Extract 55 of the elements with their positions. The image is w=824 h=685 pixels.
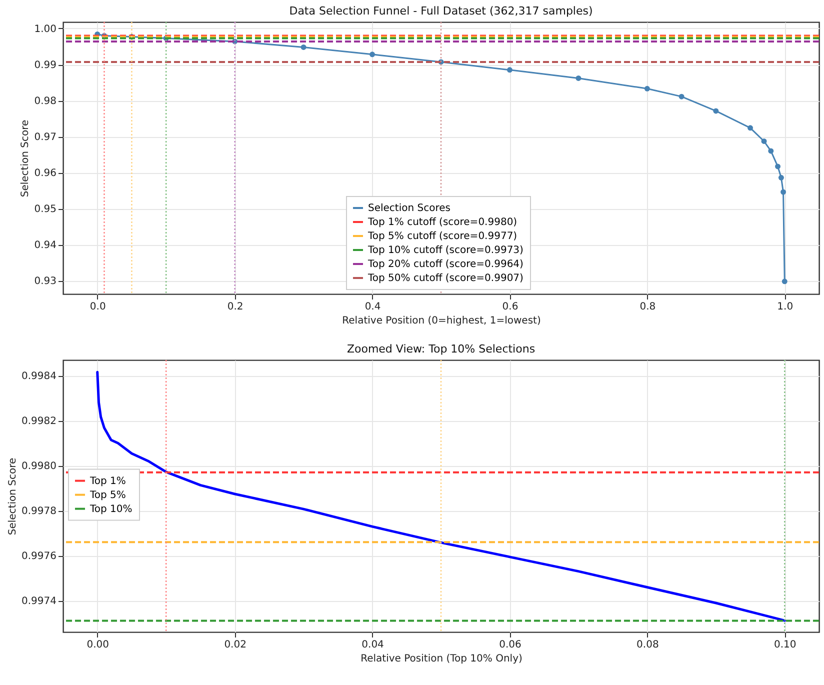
chart-title: Zoomed View: Top 10% Selections — [346, 342, 536, 356]
legend-label: Top 20% cutoff (score=0.9964) — [367, 259, 524, 270]
point — [748, 125, 754, 131]
ref-line-label: Top 1% — [89, 476, 126, 487]
x-tick-label: 0.4 — [364, 302, 381, 312]
legend-label: Selection Scores — [368, 203, 450, 214]
point — [768, 148, 774, 154]
x-tick-label: 0.04 — [362, 640, 384, 650]
x-axis-title: Relative Position (Top 10% Only) — [360, 654, 522, 664]
x-tick-label: 0.06 — [499, 640, 522, 650]
point — [713, 108, 719, 114]
x-tick-label: 0.2 — [227, 302, 244, 312]
y-tick-label: 0.9974 — [22, 596, 56, 608]
x-tick-label: 0.02 — [224, 640, 246, 650]
legend-label: Top 50% cutoff (score=0.9907) — [367, 273, 524, 284]
legend-label: Top 5% — [89, 490, 126, 501]
legend-label: Top 10% cutoff (score=0.9973) — [367, 245, 524, 256]
point — [644, 86, 650, 92]
point — [782, 278, 788, 284]
y-tick-label: 0.9980 — [22, 461, 56, 472]
y-tick-label: 0.93 — [34, 276, 56, 288]
y-tick-label: 0.95 — [34, 204, 56, 216]
point — [780, 189, 786, 195]
y-axis-title: Selection Score — [20, 120, 32, 198]
y-tick-label: 0.9978 — [22, 506, 56, 518]
y-tick-label: 0.96 — [34, 168, 56, 180]
x-tick-label: 0.00 — [86, 640, 109, 650]
x-tick-label: 0.6 — [502, 302, 518, 312]
y-tick-label: 0.9982 — [22, 416, 56, 428]
point — [778, 174, 784, 180]
y-tick-label: 0.94 — [34, 240, 56, 252]
point — [370, 52, 376, 58]
y-axis-title: Selection Score — [8, 458, 19, 536]
point — [506, 67, 512, 73]
y-tick-label: 0.9976 — [22, 551, 56, 562]
x-tick-label: 0.08 — [636, 640, 659, 650]
legend-label: Top 5% cutoff (score=0.9977) — [367, 231, 518, 242]
x-tick-label: 0.10 — [774, 640, 796, 650]
y-tick-label: 0.9984 — [22, 371, 56, 382]
x-tick-label: 0.0 — [90, 302, 106, 312]
y-tick-label: 1.00 — [34, 24, 56, 35]
legend-label: Top 1% cutoff (score=0.9980) — [367, 217, 518, 228]
point — [576, 75, 582, 81]
y-tick-label: 0.98 — [34, 96, 56, 108]
legend-label: Top 10% — [89, 504, 132, 515]
point — [775, 164, 781, 170]
chart-title: Data Selection Funnel - Full Dataset (362,317 samples) — [289, 4, 593, 18]
y-tick-label: 0.97 — [34, 132, 56, 144]
x-tick-label: 1.0 — [777, 302, 794, 312]
point — [300, 44, 306, 50]
y-tick-label: 0.99 — [34, 60, 56, 72]
x-tick-label: 0.8 — [640, 302, 656, 312]
x-axis-title: Relative Position (0=highest, 1=lowest) — [342, 316, 541, 326]
point — [761, 138, 767, 144]
point — [678, 94, 684, 100]
